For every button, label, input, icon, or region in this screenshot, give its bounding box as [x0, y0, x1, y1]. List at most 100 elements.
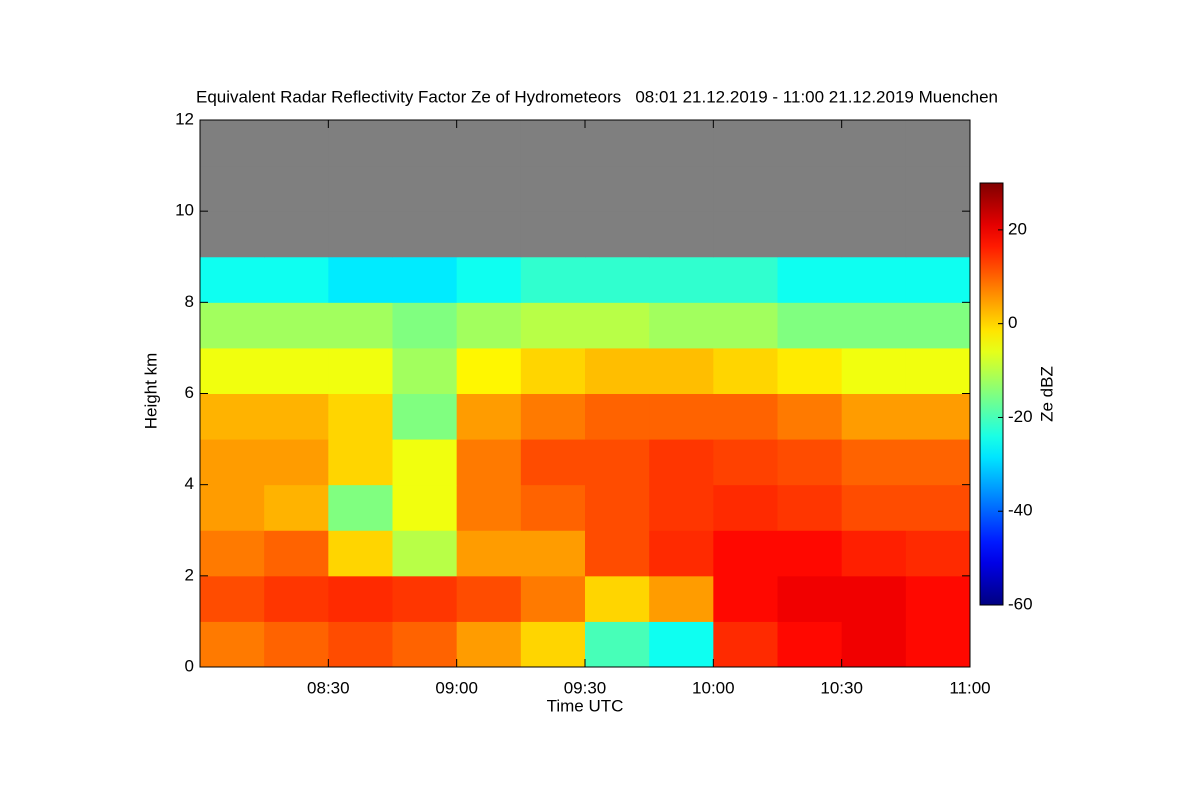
heatmap-cell [456, 302, 522, 349]
heatmap-cell [328, 211, 393, 258]
heatmap-cell [713, 484, 778, 531]
heatmap-cell [713, 530, 778, 577]
heatmap-cell [392, 302, 458, 349]
x-tick-label: 10:00 [692, 678, 735, 697]
heatmap-cell [649, 120, 714, 167]
heatmap-cell [585, 347, 650, 394]
y-tick-label: 4 [185, 474, 194, 493]
heatmap-cell [841, 165, 907, 212]
y-tick-label: 6 [185, 383, 194, 402]
heatmap-cell [777, 530, 843, 577]
heatmap-cell [585, 439, 650, 486]
x-tick-label: 11:00 [949, 678, 990, 697]
heatmap-cell [392, 393, 458, 440]
heatmap-cell [713, 439, 778, 486]
heatmap-cell [585, 256, 650, 303]
heatmap-cell [713, 211, 778, 258]
heatmap-cell [264, 575, 329, 622]
heatmap-cell [841, 393, 907, 440]
heatmap-cell [649, 575, 714, 622]
chart-title: Equivalent Radar Reflectivity Factor Ze … [196, 87, 998, 106]
heatmap-cell [200, 120, 265, 167]
heatmap-cell [905, 575, 971, 622]
heatmap-cell [328, 120, 393, 167]
heatmap-cell [520, 120, 586, 167]
heatmap-cell [841, 621, 907, 668]
heatmap-cell [649, 393, 714, 440]
heatmap-cell [649, 621, 714, 668]
heatmap-cell [585, 393, 650, 440]
heatmap-cell [392, 165, 458, 212]
heatmap-cell [520, 439, 586, 486]
heatmap-cell [264, 211, 329, 258]
heatmap-cell [905, 439, 971, 486]
heatmap-cell [456, 621, 522, 668]
heatmap-cell [841, 211, 907, 258]
heatmap-cell [777, 302, 843, 349]
heatmap-cell [392, 439, 458, 486]
heatmap-cell [905, 165, 971, 212]
heatmap-cell [328, 256, 393, 303]
colorbar-label: Ze dBZ [1037, 366, 1056, 422]
heatmap-cell [328, 393, 393, 440]
y-tick-label: 2 [185, 565, 194, 584]
heatmap-cell [905, 302, 971, 349]
heatmap-cell [585, 302, 650, 349]
heatmap-cell [456, 484, 522, 531]
heatmap-cell [905, 256, 971, 303]
heatmap-cell [264, 347, 329, 394]
heatmap-cell [264, 302, 329, 349]
heatmap-cell [200, 347, 265, 394]
heatmap-cell [905, 530, 971, 577]
heatmap-cell [520, 256, 586, 303]
heatmap-cell [264, 393, 329, 440]
heatmap-cell [905, 484, 971, 531]
heatmap-cell [713, 256, 778, 303]
heatmap-cell [585, 530, 650, 577]
colorbar-tick-label: 20 [1008, 219, 1027, 238]
heatmap-cell [328, 302, 393, 349]
heatmap-cell [264, 256, 329, 303]
colorbar-tick-label: -60 [1008, 594, 1033, 613]
heatmap-cell [649, 439, 714, 486]
heatmap-cell [713, 165, 778, 212]
heatmap-cell [392, 256, 458, 303]
heatmap-cell [456, 120, 522, 167]
heatmap-cell [200, 439, 265, 486]
heatmap-cell [841, 120, 907, 167]
heatmap-cell [713, 120, 778, 167]
heatmap-cell [264, 120, 329, 167]
heatmap-cell [392, 120, 458, 167]
heatmap-cell [777, 165, 843, 212]
heatmap-cell [456, 256, 522, 303]
heatmap-cell [777, 439, 843, 486]
heatmap-cell [200, 165, 265, 212]
y-axis-label: Height km [141, 353, 160, 430]
heatmap-cell [392, 575, 458, 622]
colorbar [979, 182, 1004, 606]
heatmap-cell [520, 575, 586, 622]
heatmap-cell [520, 621, 586, 668]
heatmap-cell [392, 530, 458, 577]
heatmap-cell [905, 393, 971, 440]
heatmap-cell [520, 347, 586, 394]
heatmap-cell [841, 439, 907, 486]
x-tick-label: 09:30 [564, 678, 607, 697]
heatmap-cell [905, 211, 971, 258]
heatmap-cell [456, 347, 522, 394]
heatmap-cell [520, 530, 586, 577]
heatmap-cell [777, 120, 843, 167]
x-axis-label: Time UTC [547, 696, 624, 715]
heatmap-cell [264, 484, 329, 531]
heatmap-cell [713, 347, 778, 394]
y-tick-label: 0 [185, 656, 194, 675]
heatmap-cell [200, 211, 265, 258]
heatmap-cell [841, 302, 907, 349]
heatmap-cell [649, 484, 714, 531]
heatmap-cell [520, 211, 586, 258]
heatmap-cell [585, 211, 650, 258]
heatmap-cell [649, 256, 714, 303]
heatmap-cell [392, 211, 458, 258]
heatmap-cell [328, 484, 393, 531]
